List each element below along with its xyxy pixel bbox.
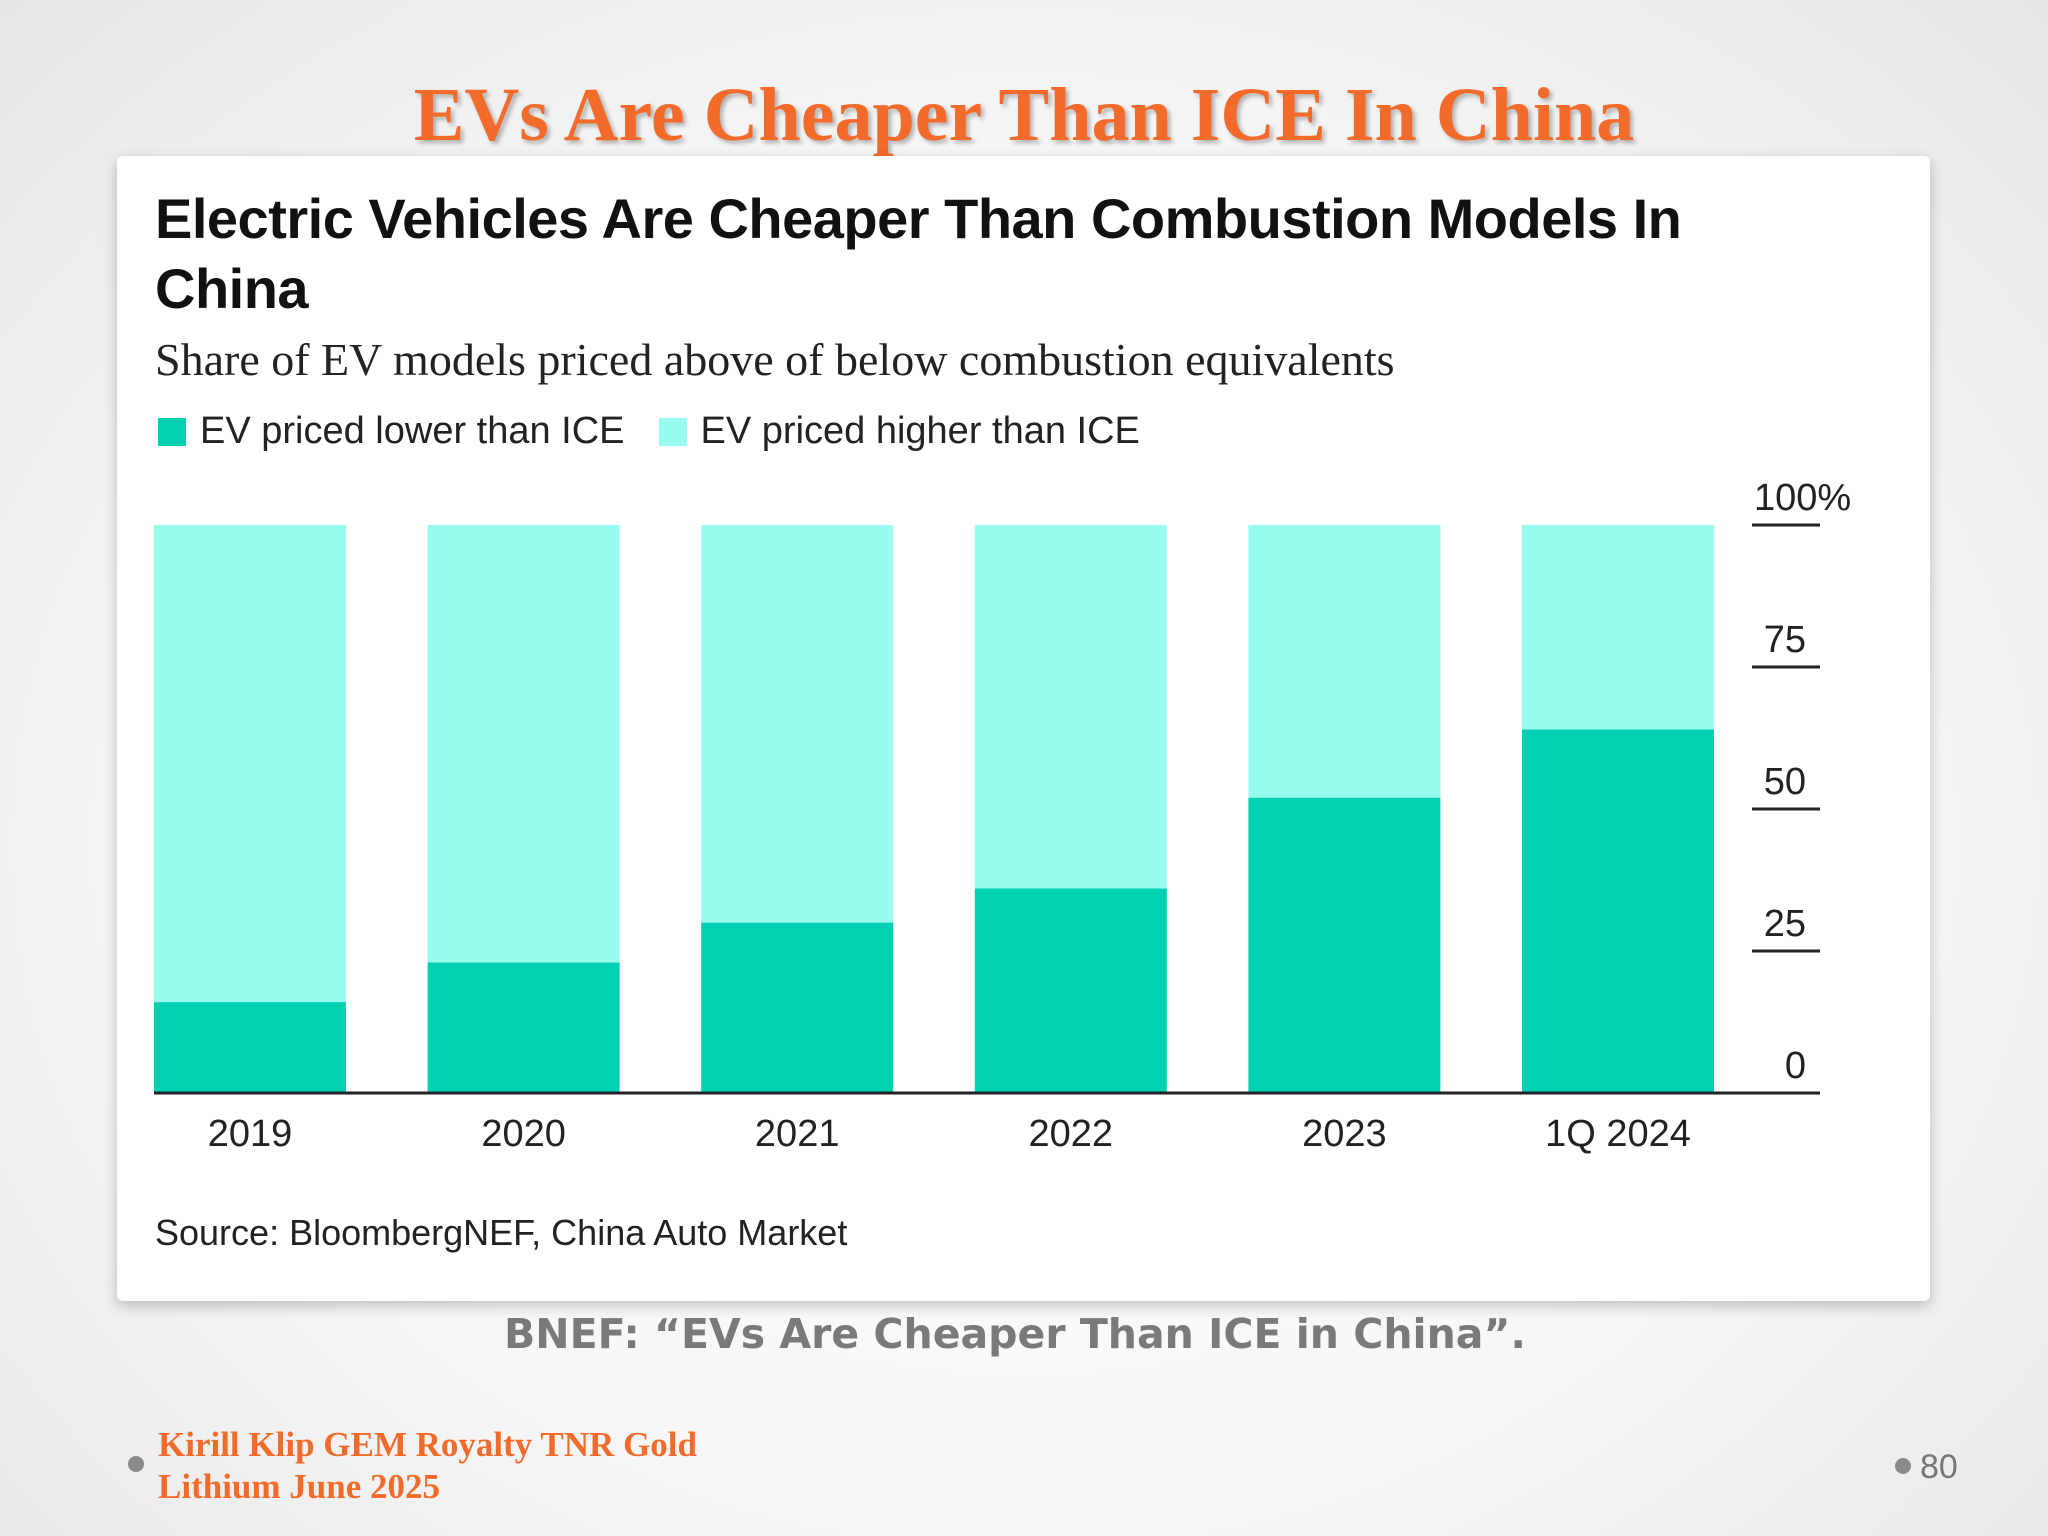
y-tick-label: 25 xyxy=(1764,903,1806,945)
footer-bullet-right xyxy=(1895,1458,1911,1474)
bar-lower-2020 xyxy=(427,962,620,1093)
bar-lower-2021 xyxy=(701,922,894,1093)
x-tick-label: 2023 xyxy=(1302,1113,1387,1155)
x-tick-label: 2022 xyxy=(1029,1113,1114,1155)
footer-author-line1: Kirill Klip GEM Royalty TNR Gold xyxy=(158,1425,697,1464)
footer-author-line2: Lithium June 2025 xyxy=(158,1467,440,1506)
bar-higher-2019 xyxy=(154,525,346,1003)
footer-author: Kirill Klip GEM Royalty TNR Gold Lithium… xyxy=(158,1424,697,1508)
bar-higher-2023 xyxy=(1248,525,1441,798)
chart-subtitle: Share of EV models priced above of below… xyxy=(155,334,1395,385)
legend-swatch-lower xyxy=(158,417,186,446)
bar-lower-2022 xyxy=(974,888,1167,1093)
bar-higher-2022 xyxy=(974,525,1167,889)
chart-legend: EV priced lower than ICE EV priced highe… xyxy=(158,410,1174,453)
bar-lower-2019 xyxy=(154,1002,346,1093)
y-tick-label: 75 xyxy=(1764,619,1806,661)
bar-higher-2021 xyxy=(701,525,894,923)
x-tick-label: 2021 xyxy=(755,1113,840,1155)
slide-title: EVs Are Cheaper Than ICE In China xyxy=(413,73,1635,157)
legend-item-higher: EV priced higher than ICE xyxy=(658,410,1140,453)
legend-item-lower: EV priced lower than ICE xyxy=(158,410,625,453)
y-tick-label: 50 xyxy=(1764,761,1806,803)
y-tick-label: 100% xyxy=(1754,477,1851,519)
bar-higher-2020 xyxy=(427,525,620,963)
x-tick-label: 2019 xyxy=(208,1113,293,1155)
slide-caption: BNEF: “EVs Are Cheaper Than ICE in China… xyxy=(504,1310,1526,1358)
page-number: 80 xyxy=(1920,1448,1958,1486)
x-tick-label: 2020 xyxy=(481,1113,566,1155)
footer-bullet-left xyxy=(128,1456,144,1472)
bar-higher-1q-2024 xyxy=(1522,525,1714,730)
bar-lower-2023 xyxy=(1248,797,1441,1093)
x-tick-label: 1Q 2024 xyxy=(1545,1113,1691,1155)
chart-title: Electric Vehicles Are Cheaper Than Combu… xyxy=(155,187,1682,320)
legend-swatch-higher xyxy=(658,417,687,446)
legend-label-lower: EV priced lower than ICE xyxy=(200,410,625,452)
legend-label-higher: EV priced higher than ICE xyxy=(700,410,1140,452)
y-tick-label: 0 xyxy=(1785,1045,1806,1087)
bar-lower-1q-2024 xyxy=(1522,729,1714,1093)
chart-source: Source: BloombergNEF, China Auto Market xyxy=(155,1212,848,1253)
